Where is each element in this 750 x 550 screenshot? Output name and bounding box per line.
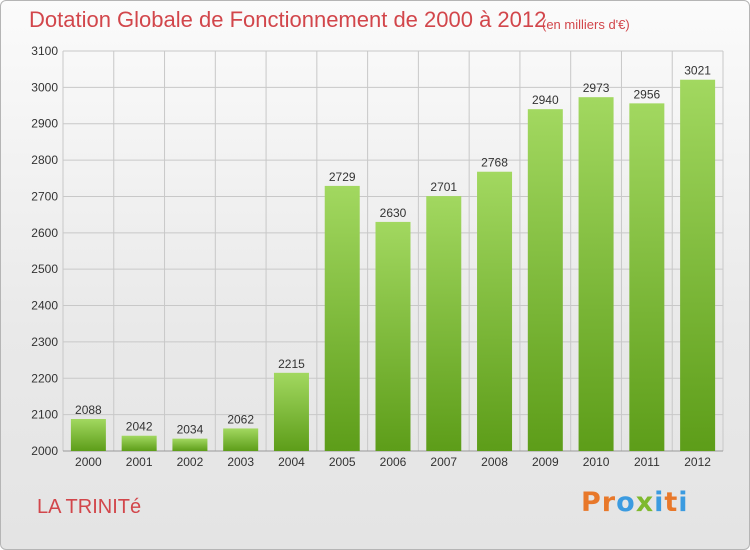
bar-2005[interactable] [324,185,360,451]
bar-2009[interactable] [527,109,563,451]
x-tick-label-2007: 2007 [430,455,457,469]
value-labels: 2088 2042 2034 2062 2215 2729 2630 2701 2768 2940… [75,64,711,437]
y-tick-label: 2300 [31,335,58,349]
data-label-2008: 2768 [481,156,508,170]
data-label-2000: 2088 [75,403,102,417]
x-tick-label-2008: 2008 [481,455,508,469]
bar-2000[interactable] [70,419,106,451]
data-label-2009: 2940 [532,93,559,107]
x-tick-label-2003: 2003 [227,455,254,469]
chart-subtitle: (en milliers d'€) [542,17,630,32]
y-tick-label: 2600 [31,226,58,240]
x-tick-label-2005: 2005 [329,455,356,469]
bar-2003[interactable] [223,428,259,451]
data-label-2002: 2034 [177,423,204,437]
data-label-2006: 2630 [380,206,407,220]
y-tick-label: 2000 [31,444,58,458]
bar-2007[interactable] [426,196,462,451]
y-tick-label: 2700 [31,189,58,203]
y-tick-label: 2200 [31,371,58,385]
logo-letter: x [635,487,655,518]
y-tick-label: 3100 [31,44,58,58]
bar-2006[interactable] [375,221,411,451]
bar-2012[interactable] [680,79,716,452]
y-tick-label: 2800 [31,153,58,167]
data-label-2010: 2973 [583,81,610,95]
bar-2008[interactable] [477,171,513,451]
y-tick-label: 2100 [31,408,58,422]
bars [70,79,716,452]
bar-2001[interactable] [121,435,157,451]
bar-2002[interactable] [172,438,208,451]
commune-name: LA TRINITé [37,496,142,518]
x-tick-label-2002: 2002 [177,455,204,469]
logo-letter: t [664,487,679,518]
data-label-2007: 2701 [430,180,457,194]
data-label-2011: 2956 [633,87,660,101]
x-tick-label-2000: 2000 [75,455,102,469]
x-tick-label-2011: 2011 [634,455,660,469]
y-tick-label: 2500 [31,262,58,276]
x-tick-label-2006: 2006 [380,455,407,469]
logo-letter: i [678,487,689,518]
data-label-2004: 2215 [278,357,305,371]
bar-2011[interactable] [629,103,665,451]
data-label-2001: 2042 [126,420,153,434]
x-tick-label-2004: 2004 [278,455,305,469]
x-tick-label-2010: 2010 [583,455,610,469]
logo-letter: P [581,487,602,518]
logo-letter: o [616,487,636,518]
bar-2004[interactable] [273,372,309,451]
logo-letter: i [654,487,665,518]
x-tick-label-2009: 2009 [532,455,559,469]
y-tick-label: 2900 [31,117,58,131]
y-tick-label: 3000 [31,80,58,94]
chart-title: Dotation Globale de Fonctionnement de 20… [29,7,547,32]
axes: 2000 2100 2200 2300 2400 2500 2600 2700 2800 2900… [31,44,723,469]
x-tick-label-2001: 2001 [126,455,153,469]
data-label-2003: 2062 [227,412,254,426]
x-tick-label-2012: 2012 [684,455,711,469]
data-label-2012: 3021 [684,64,711,78]
logo-letter: r [601,487,617,518]
data-label-2005: 2729 [329,170,356,184]
proxiti-logo[interactable]: Proxiti [581,487,689,518]
y-tick-label: 2400 [31,299,58,313]
bar-2010[interactable] [578,97,614,451]
